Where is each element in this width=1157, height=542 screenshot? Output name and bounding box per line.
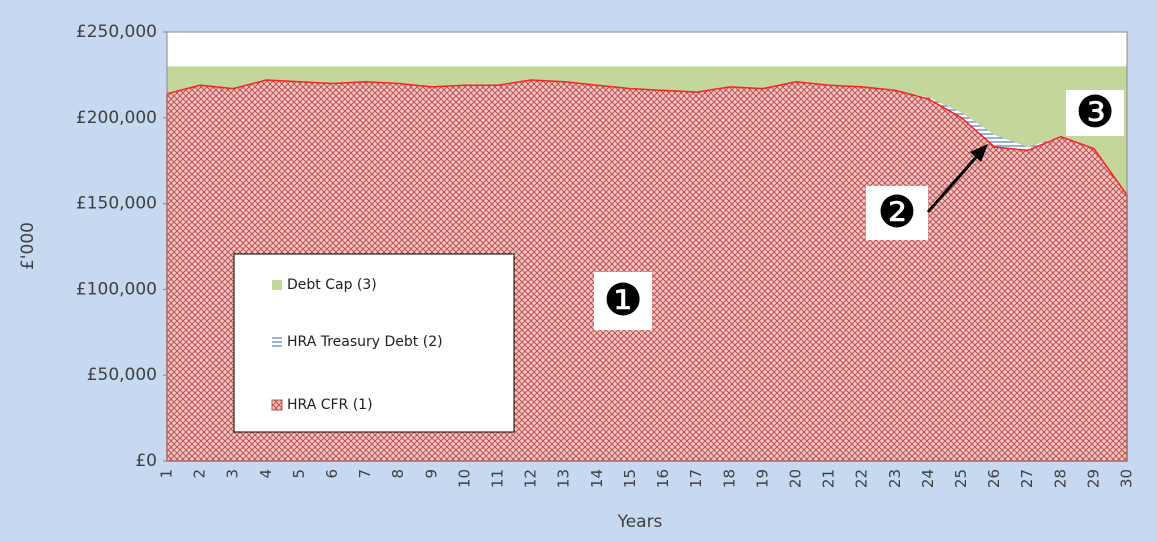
arrow-head xyxy=(970,144,988,162)
y-tick-label: £100,000 xyxy=(76,279,157,299)
legend-swatch xyxy=(272,280,282,290)
x-tick-label: 27 xyxy=(1018,469,1036,488)
x-tick-label: 16 xyxy=(654,469,672,488)
x-tick-label: 9 xyxy=(422,469,440,479)
x-tick-label: 15 xyxy=(621,469,639,488)
x-tick-label: 24 xyxy=(919,469,937,488)
legend-swatch xyxy=(272,337,282,347)
x-tick-label: 7 xyxy=(356,469,374,479)
x-tick-label: 14 xyxy=(588,469,606,488)
x-tick-label: 19 xyxy=(753,469,771,488)
annotation-box xyxy=(594,272,652,330)
x-tick-label: 5 xyxy=(290,469,308,479)
annotation: ❸ xyxy=(1075,87,1114,138)
annotation: ❶ xyxy=(603,275,642,326)
x-tick-label: 23 xyxy=(886,469,904,488)
x-tick-label: 18 xyxy=(720,469,738,488)
x-tick-label: 4 xyxy=(257,469,275,479)
legend-swatch xyxy=(271,399,283,411)
x-tick-label: 22 xyxy=(853,469,871,488)
plot-border xyxy=(166,31,1128,462)
x-tick-label: 26 xyxy=(985,469,1003,488)
y-tick-label: £50,000 xyxy=(87,365,157,385)
y-tick-label: £0 xyxy=(135,451,157,471)
x-tick-label: 21 xyxy=(820,469,838,488)
arrow-shaft xyxy=(926,154,980,213)
legend-label: Debt Cap (3) xyxy=(287,277,377,293)
x-tick-label: 28 xyxy=(1051,469,1069,488)
x-tick-label: 8 xyxy=(389,469,407,479)
x-tick-label: 11 xyxy=(489,469,507,488)
x-tick-label: 25 xyxy=(952,469,970,488)
y-axis-label: £'000 xyxy=(18,222,38,270)
x-tick-label: 20 xyxy=(786,469,804,488)
x-tick-label: 6 xyxy=(323,469,341,479)
x-tick-label: 2 xyxy=(191,469,209,479)
annotation: ❷ xyxy=(877,187,916,238)
x-tick-label: 29 xyxy=(1084,469,1102,488)
x-tick-label: 30 xyxy=(1118,469,1136,488)
legend-label: HRA Treasury Debt (2) xyxy=(287,334,443,350)
x-tick-label: 10 xyxy=(455,469,473,488)
annotation-box xyxy=(866,186,928,240)
y-tick-label: £250,000 xyxy=(76,22,157,42)
x-tick-label: 1 xyxy=(158,469,176,479)
x-axis-label: Years xyxy=(617,512,663,532)
annotation-box xyxy=(1066,90,1124,136)
y-tick-label: £150,000 xyxy=(76,194,157,214)
legend-label: HRA CFR (1) xyxy=(287,397,373,413)
x-tick-label: 17 xyxy=(687,469,705,488)
x-tick-label: 13 xyxy=(555,469,573,488)
x-tick-label: 3 xyxy=(224,469,242,479)
y-tick-label: £200,000 xyxy=(76,108,157,128)
x-tick-label: 12 xyxy=(522,469,540,488)
